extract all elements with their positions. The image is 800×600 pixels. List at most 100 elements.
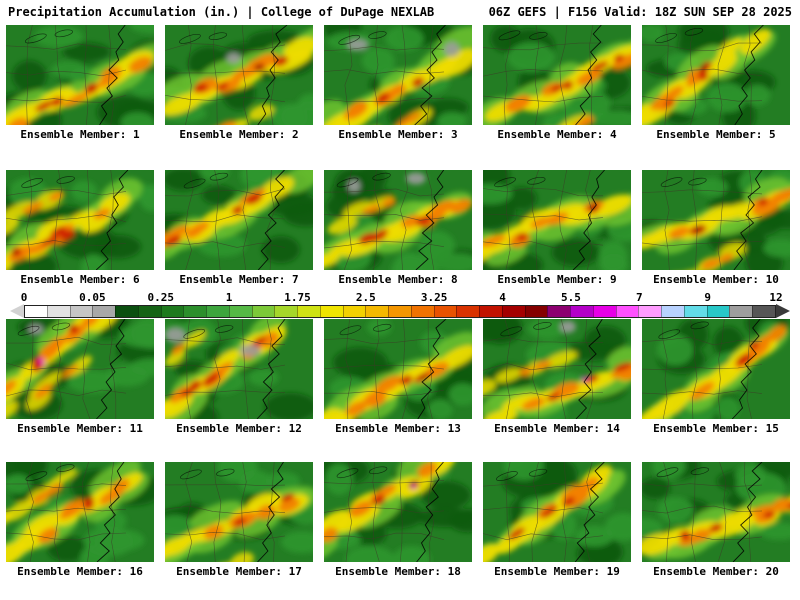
ensemble-member-label: Ensemble Member: 13 <box>335 422 461 435</box>
colorbar-left-arrow-icon <box>10 304 24 318</box>
colorbar: 0 0.05 0.25 1 1.75 2.5 3.25 4 5.5 7 9 12 <box>10 291 790 318</box>
colorbar-segment <box>365 305 388 317</box>
colorbar-segment <box>342 305 366 317</box>
precip-map <box>6 170 154 270</box>
precip-map-svg <box>165 319 313 419</box>
ensemble-panel-11: Ensemble Member: 11 <box>6 319 154 436</box>
ensemble-member-label: Ensemble Member: 20 <box>653 565 779 578</box>
precip-map <box>483 25 631 125</box>
precip-map <box>483 170 631 270</box>
precip-map <box>324 319 472 419</box>
colorbar-bar <box>10 304 790 318</box>
precip-map-svg <box>483 170 631 270</box>
colorbar-segment <box>706 305 730 317</box>
precip-map <box>642 319 790 419</box>
precip-map <box>324 25 472 125</box>
colorbar-segment <box>69 305 93 317</box>
ensemble-panel-8: Ensemble Member: 8 <box>324 170 472 287</box>
colorbar-segment <box>501 305 525 317</box>
colorbar-segment <box>46 305 70 317</box>
colorbar-segment <box>115 305 138 317</box>
colorbar-segment <box>661 305 684 317</box>
ensemble-panel-17: Ensemble Member: 17 <box>165 462 313 579</box>
precip-map <box>6 462 154 562</box>
ensemble-panel-6: Ensemble Member: 6 <box>6 170 154 287</box>
precip-map <box>6 25 154 125</box>
colorbar-segment <box>274 305 297 317</box>
precip-map-svg <box>483 319 631 419</box>
colorbar-segment <box>25 305 47 317</box>
colorbar-tick-5.5: 5.5 <box>560 291 581 304</box>
colorbar-segment <box>456 305 479 317</box>
colorbar-tick-0.25: 0.25 <box>147 291 174 304</box>
model-run-info: 06Z GEFS | F156 Valid: 18Z SUN SEP 28 20… <box>488 5 792 19</box>
colorbar-segment <box>388 305 411 317</box>
colorbar-segment <box>570 305 593 317</box>
ensemble-member-label: Ensemble Member: 7 <box>179 273 299 286</box>
ensemble-panel-18: Ensemble Member: 18 <box>324 462 472 579</box>
ensemble-panel-1: Ensemble Member: 1 <box>6 25 154 142</box>
ensemble-panel-19: Ensemble Member: 19 <box>483 462 631 579</box>
ensemble-row-1: Ensemble Member: 1 Ensemble Member: 2 En… <box>0 25 800 142</box>
colorbar-segment <box>228 305 252 317</box>
ensemble-panel-10: Ensemble Member: 10 <box>642 170 790 287</box>
ensemble-member-label: Ensemble Member: 11 <box>17 422 143 435</box>
colorbar-segment <box>410 305 434 317</box>
precip-map <box>6 319 154 419</box>
colorbar-segment <box>729 305 752 317</box>
ensemble-member-label: Ensemble Member: 1 <box>20 128 140 141</box>
ensemble-member-label: Ensemble Member: 17 <box>176 565 302 578</box>
precip-map-svg <box>6 462 154 562</box>
precip-map-svg <box>324 319 472 419</box>
colorbar-segment <box>752 305 775 317</box>
precip-map-svg <box>483 462 631 562</box>
product-title: Precipitation Accumulation (in.) | Colle… <box>8 5 435 19</box>
colorbar-tick-9: 9 <box>704 291 711 304</box>
ensemble-member-label: Ensemble Member: 12 <box>176 422 302 435</box>
ensemble-panel-4: Ensemble Member: 4 <box>483 25 631 142</box>
ensemble-member-label: Ensemble Member: 14 <box>494 422 620 435</box>
ensemble-panel-7: Ensemble Member: 7 <box>165 170 313 287</box>
colorbar-segment <box>433 305 457 317</box>
colorbar-tick-labels: 0 0.05 0.25 1 1.75 2.5 3.25 4 5.5 7 9 12 <box>21 291 783 304</box>
precip-map <box>165 25 313 125</box>
colorbar-segment <box>683 305 707 317</box>
colorbar-tick-2.5: 2.5 <box>355 291 376 304</box>
precip-map-svg <box>642 25 790 125</box>
precip-map <box>324 170 472 270</box>
ensemble-member-label: Ensemble Member: 18 <box>335 565 461 578</box>
ensemble-row-4: Ensemble Member: 16 Ensemble Member: 17 … <box>0 462 800 579</box>
colorbar-segment <box>92 305 115 317</box>
colorbar-tick-12: 12 <box>769 291 783 304</box>
precip-map-svg <box>324 462 472 562</box>
ensemble-member-label: Ensemble Member: 15 <box>653 422 779 435</box>
colorbar-tick-1: 1 <box>225 291 233 304</box>
ensemble-member-label: Ensemble Member: 9 <box>497 273 617 286</box>
ensemble-row-2: Ensemble Member: 6 Ensemble Member: 7 En… <box>0 170 800 287</box>
ensemble-member-label: Ensemble Member: 4 <box>497 128 617 141</box>
precip-map-svg <box>642 170 790 270</box>
colorbar-tick-3.25: 3.25 <box>420 291 448 304</box>
colorbar-segment <box>206 305 229 317</box>
colorbar-segment <box>183 305 206 317</box>
ensemble-panel-5: Ensemble Member: 5 <box>642 25 790 142</box>
colorbar-tick-7: 7 <box>635 291 643 304</box>
ensemble-member-label: Ensemble Member: 3 <box>338 128 458 141</box>
colorbar-segment <box>251 305 275 317</box>
precip-map-svg <box>642 462 790 562</box>
precip-map-svg <box>165 25 313 125</box>
precip-map-svg <box>6 170 154 270</box>
precip-map-svg <box>165 170 313 270</box>
precip-map <box>483 462 631 562</box>
precip-map <box>483 319 631 419</box>
precip-map <box>165 319 313 419</box>
colorbar-segment <box>137 305 161 317</box>
precip-map <box>642 25 790 125</box>
colorbar-segment <box>319 305 343 317</box>
ensemble-panel-13: Ensemble Member: 13 <box>324 319 472 436</box>
ensemble-member-label: Ensemble Member: 10 <box>653 273 779 286</box>
colorbar-segment <box>297 305 320 317</box>
ensemble-member-label: Ensemble Member: 8 <box>338 273 458 286</box>
ensemble-panel-3: Ensemble Member: 3 <box>324 25 472 142</box>
precip-map <box>324 462 472 562</box>
